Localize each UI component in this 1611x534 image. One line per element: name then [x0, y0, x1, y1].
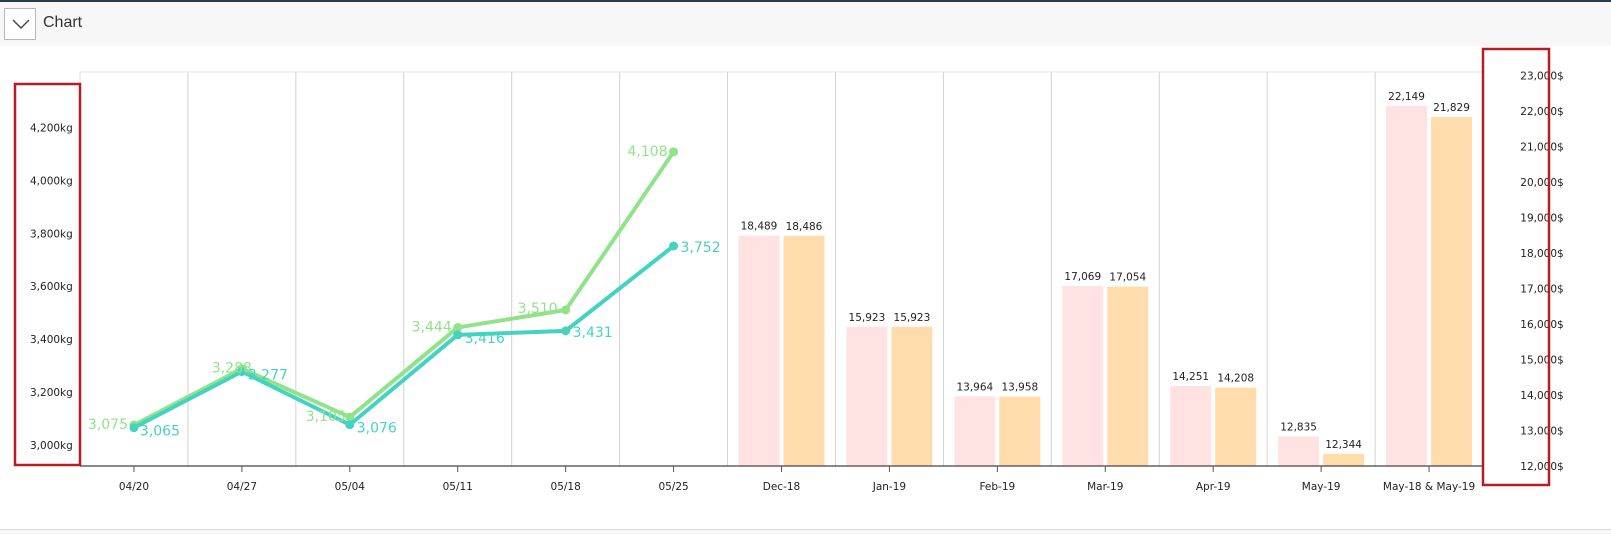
line-data-label: 3,416: [465, 331, 505, 347]
collapse-toggle-button[interactable]: [4, 8, 36, 40]
bar-data-label: 14,251: [1172, 371, 1209, 383]
line-2-point: [237, 367, 247, 377]
bar-data-label: 12,344: [1325, 439, 1362, 451]
chart-title: Chart: [43, 14, 83, 31]
line-2-point: [345, 420, 355, 430]
right-axis-highlight-box: [1481, 47, 1551, 487]
bar-1-Mar-19: [1062, 286, 1104, 466]
line-2-point: [669, 241, 679, 251]
bar-1-May-19: [1278, 436, 1320, 466]
left-tick-label: 3,000kg: [30, 440, 73, 452]
x-tick-label: 05/11: [443, 481, 473, 493]
right-tick-label: 19,000$: [1520, 213, 1563, 225]
bar-data-label: 18,486: [786, 221, 823, 233]
left-tick-label: 3,400kg: [30, 334, 73, 346]
x-tick-label: May-19: [1302, 481, 1341, 493]
right-tick-label: 23,000$: [1520, 71, 1563, 83]
x-tick-label: Dec-18: [763, 481, 800, 493]
bar-data-label: 21,829: [1433, 102, 1470, 114]
x-tick-label: 05/18: [551, 481, 581, 493]
bar-data-label: 13,958: [1001, 381, 1038, 393]
left-axis-highlight-box: [13, 82, 82, 467]
x-tick-label: 05/25: [658, 481, 688, 493]
bar-2-Mar-19: [1107, 286, 1149, 466]
chevron-down-icon: [12, 19, 30, 29]
chart-header: Chart: [0, 6, 1611, 42]
x-tick-label: 05/04: [335, 481, 366, 493]
line-1-point: [669, 147, 679, 157]
line-1-point: [561, 305, 571, 315]
right-tick-label: 15,000$: [1520, 355, 1563, 367]
chart-panel: 18,489 15,923 13,964 17,069 14,251 12,835 22,1…: [0, 46, 1611, 529]
left-tick-label: 4,200kg: [30, 123, 73, 135]
bar-2-Dec-18: [783, 235, 825, 466]
line-2-point: [453, 330, 463, 340]
line-data-label: 3,510: [518, 301, 558, 317]
bar-data-label: 15,923: [849, 312, 886, 324]
line-data-label: 3,076: [357, 421, 397, 437]
line-data-label: 3,752: [681, 240, 721, 256]
x-tick-label: Feb-19: [979, 481, 1015, 493]
right-tick-label: 18,000$: [1520, 248, 1563, 260]
bar-2-Apr-19: [1215, 387, 1257, 466]
line-1-point: [345, 412, 355, 422]
x-tick-label: May-18 & May-19: [1383, 481, 1475, 493]
bar-1-Jan-19: [846, 326, 888, 466]
bar-2-May-18 & May-19: [1431, 117, 1473, 466]
line-1-point: [453, 322, 463, 332]
line-data-label: 3,431: [573, 325, 613, 341]
top-border: [0, 0, 1611, 2]
bar-data-label: 17,054: [1109, 272, 1146, 284]
right-tick-label: 21,000$: [1520, 142, 1563, 154]
bar-2-Feb-19: [999, 396, 1041, 466]
right-tick-label: 22,000$: [1520, 106, 1563, 118]
line-data-label: 3,075: [88, 417, 128, 433]
right-tick-label: 12,000$: [1520, 461, 1563, 473]
bar-data-label: 13,964: [956, 381, 993, 393]
combo-chart: 18,489 15,923 13,964 17,069 14,251 12,835 22,1…: [13, 47, 1564, 493]
line-2-point: [129, 423, 139, 433]
line-data-label: 3,065: [140, 424, 180, 440]
line-series-2: [131, 243, 676, 430]
line-data-label: 3,277: [248, 368, 288, 384]
right-tick-label: 14,000$: [1520, 390, 1563, 402]
line-data-label: 3,105: [306, 409, 346, 425]
left-tick-label: 3,200kg: [30, 387, 73, 399]
bar-1-May-18 & May-19: [1386, 105, 1428, 466]
bar-1-Feb-19: [954, 396, 996, 466]
line-2-point: [561, 326, 571, 336]
left-tick-label: 3,600kg: [30, 281, 73, 293]
right-tick-label: 17,000$: [1520, 284, 1563, 296]
x-tick-label: Apr-19: [1196, 481, 1231, 493]
bar-data-label: 12,835: [1280, 421, 1317, 433]
bar-data-label: 18,489: [741, 221, 778, 233]
line-data-label: 3,444: [412, 319, 452, 335]
line-data-label: 4,108: [628, 144, 668, 160]
x-tick-label: Mar-19: [1087, 481, 1123, 493]
bar-2-May-19: [1323, 453, 1365, 466]
bar-data-label: 14,208: [1217, 373, 1254, 385]
bar-1-Dec-18: [738, 235, 780, 466]
bar-data-label: 17,069: [1064, 271, 1101, 283]
left-tick-label: 3,800kg: [30, 228, 73, 240]
bar-data-label: 15,923: [894, 312, 931, 324]
bar-data-label: 22,149: [1388, 91, 1425, 103]
bar-2-Jan-19: [891, 326, 933, 466]
bottom-border: [0, 529, 1611, 530]
line-data-label: 3,288: [212, 361, 252, 377]
x-tick-label: 04/27: [227, 481, 257, 493]
left-tick-label: 4,000kg: [30, 175, 73, 187]
x-tick-label: 04/20: [119, 481, 149, 493]
right-tick-label: 20,000$: [1520, 177, 1563, 189]
right-tick-label: 16,000$: [1520, 319, 1563, 331]
bar-1-Apr-19: [1170, 386, 1212, 466]
right-tick-label: 13,000$: [1520, 426, 1563, 438]
line-series-1: [131, 149, 676, 428]
x-tick-label: Jan-19: [872, 481, 906, 493]
